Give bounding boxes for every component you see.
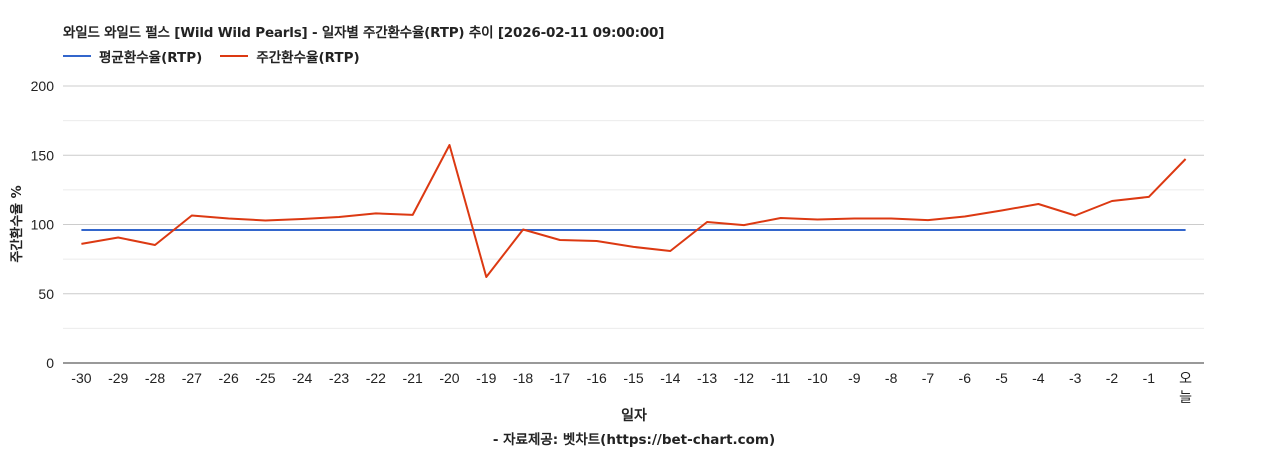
y-axis-title: 주간환수율 % xyxy=(10,185,25,263)
x-tick-label: -5 xyxy=(995,370,1008,386)
x-tick-label: -27 xyxy=(182,370,202,386)
x-tick-label: -10 xyxy=(807,370,827,386)
chart-title: 와일드 와일드 펄스 [Wild Wild Pearls] - 일자별 주간환수… xyxy=(63,25,665,41)
weekly-rtp-line[interactable] xyxy=(81,144,1187,278)
x-tick-label: -26 xyxy=(219,370,239,386)
y-tick-label: 50 xyxy=(38,286,54,302)
x-tick-label: -4 xyxy=(1032,370,1045,386)
y-tick-label: 0 xyxy=(46,355,54,371)
x-tick-label: -16 xyxy=(587,370,607,386)
x-tick-label: 늘 xyxy=(1179,390,1192,406)
source-credit: - 자료제공: 벳차트(https://bet-chart.com) xyxy=(492,432,776,448)
legend-swatch-average-icon xyxy=(63,55,91,57)
x-tick-label: -12 xyxy=(734,370,754,386)
x-tick-label: -7 xyxy=(922,370,935,386)
x-tick-label: -20 xyxy=(439,370,459,386)
x-tick-label: -23 xyxy=(329,370,349,386)
x-tick-label: -2 xyxy=(1106,370,1119,386)
x-tick-label: -8 xyxy=(885,370,898,386)
x-tick-label: -13 xyxy=(697,370,717,386)
x-tick-label: -18 xyxy=(513,370,533,386)
x-tick-label: -24 xyxy=(292,370,312,386)
x-axis-title: 일자 xyxy=(621,408,647,424)
x-tick-label: -9 xyxy=(848,370,861,386)
legend: 평균환수율(RTP) 주간환수율(RTP) xyxy=(63,46,378,66)
x-tick-label: -28 xyxy=(145,370,165,386)
x-tick-label: -30 xyxy=(71,370,91,386)
x-tick-label: -6 xyxy=(959,370,972,386)
legend-swatch-weekly-icon xyxy=(220,55,249,57)
x-tick-label: -3 xyxy=(1069,370,1082,386)
x-tick-label: -14 xyxy=(660,370,680,386)
legend-label-weekly: 주간환수율(RTP) xyxy=(256,50,360,66)
x-tick-label: -11 xyxy=(771,370,790,386)
x-tick-label: -21 xyxy=(403,370,423,386)
y-tick-label: 200 xyxy=(31,78,55,94)
x-tick-label: 오 xyxy=(1179,371,1192,387)
legend-item-average[interactable]: 평균환수율(RTP) xyxy=(63,46,202,66)
x-tick-label: -15 xyxy=(623,370,643,386)
x-tick-label: -25 xyxy=(255,370,275,386)
y-tick-label: 100 xyxy=(31,217,55,233)
x-tick-label: -29 xyxy=(108,370,128,386)
legend-item-weekly[interactable]: 주간환수율(RTP) xyxy=(220,46,360,66)
x-tick-label: -22 xyxy=(366,370,386,386)
x-tick-label: -17 xyxy=(550,370,570,386)
x-tick-label: -19 xyxy=(476,370,496,386)
y-tick-label: 150 xyxy=(31,147,55,163)
x-tick-label: -1 xyxy=(1143,370,1156,386)
legend-label-average: 평균환수율(RTP) xyxy=(99,50,203,66)
